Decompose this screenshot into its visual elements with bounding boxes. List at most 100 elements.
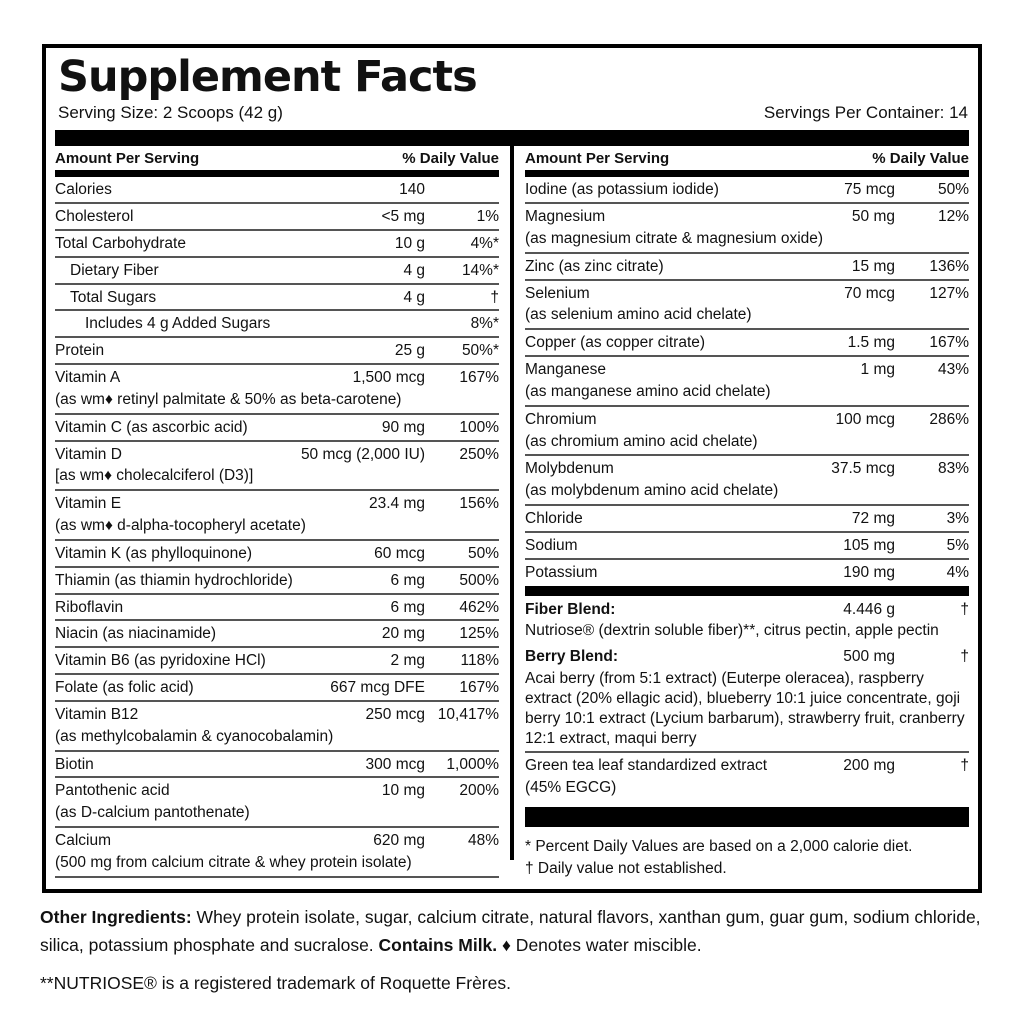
nutrient-amount: 25 g [394, 342, 425, 360]
footnote-line: † Daily value not established. [525, 860, 727, 878]
table-row: Thiamin (as thiamin hydrochloride) 6 mg 50… [55, 568, 499, 595]
nutrient-daily-value: † [490, 288, 499, 306]
nutrient-amount: 100 mcg [835, 410, 895, 428]
table-row-main: Vitamin B12 250 mcg 10,417% [55, 702, 499, 727]
table-row: Chromium 100 mcg 286% (as chromium amino ac… [525, 407, 969, 457]
nutrient-name: Thiamin (as thiamin hydrochloride) [55, 571, 293, 589]
nutrient-name: Iodine (as potassium iodide) [525, 181, 719, 199]
nutrient-daily-value: 83% [937, 460, 969, 478]
nutrient-daily-value: 5% [946, 536, 969, 554]
nutrient-daily-value: 43% [937, 361, 969, 379]
table-row-main: Magnesium 50 mg 12% [525, 204, 969, 229]
nutrient-amount: 140 [399, 181, 425, 199]
nutrient-amount: 60 mcg [374, 544, 425, 562]
nutrient-amount: 70 mcg [844, 284, 895, 302]
supplement-facts-panel: Supplement Facts Serving Size: 2 Scoops … [42, 44, 982, 893]
table-row: Vitamin K (as phylloquinone) 60 mcg 50% [55, 541, 499, 568]
nutrient-name: Protein [55, 342, 105, 360]
amount-per-serving-header: Amount Per Serving [525, 150, 670, 168]
table-row-main: Berry Blend: 500 mg † [525, 644, 969, 669]
nutrient-daily-value: 14%* [461, 261, 499, 279]
nutrient-name: Vitamin B6 (as pyridoxine HCl) [55, 652, 266, 670]
table-row: Green tea leaf standardized extract 200 m… [525, 753, 969, 801]
table-row: Copper (as copper citrate) 1.5 mg 167% [525, 330, 969, 358]
nutrient-name: Vitamin K (as phylloquinone) [55, 544, 253, 562]
nutrient-source-subtext: (as wm♦ d-alpha-tocopheryl acetate) [55, 517, 306, 535]
table-row: Magnesium 50 mg 12% (as magnesium citrate &… [525, 204, 969, 254]
nutrient-daily-value: 48% [467, 832, 499, 849]
nutrient-daily-value: 200% [459, 782, 499, 800]
nutrient-daily-value: 462% [459, 598, 499, 616]
nutrient-daily-value: 286% [929, 410, 969, 428]
facts-column-right: Amount Per Serving % Daily Value Iodine … [514, 146, 969, 877]
nutrient-amount: 90 mg [381, 418, 425, 436]
nutrient-amount: 105 mg [843, 536, 895, 554]
nutrient-name: Vitamin D [55, 445, 122, 463]
nutrient-daily-value: 136% [929, 257, 969, 275]
table-row: Dietary Fiber 4 g 14%* [55, 258, 499, 285]
nutrient-daily-value: 156% [459, 495, 499, 513]
rows-left: Calories 140 Cholesterol <5 mg 1% Total Carbo… [55, 177, 499, 878]
table-row: Niacin (as niacinamide) 20 mg 125% [55, 621, 499, 649]
nutrient-source-subtext: (as D-calcium pantothenate) [55, 804, 250, 822]
nutrient-amount: 50 mcg (2,000 IU) [300, 445, 425, 463]
nutrient-amount: 2 mg [390, 652, 425, 670]
nutrient-amount: 50 mg [851, 208, 895, 226]
panel-title: Supplement Facts [58, 52, 478, 102]
nutrient-source-subtext: (as molybdenum amino acid chelate) [525, 482, 779, 500]
table-row: Vitamin B12 250 mcg 10,417% (as methylcobal… [55, 702, 499, 752]
table-row-main: Dietary Fiber 4 g 14%* [55, 258, 499, 283]
table-row-main: Molybdenum 37.5 mcg 83% [525, 456, 969, 481]
nutrient-amount: 72 mg [851, 510, 895, 528]
table-row: Folate (as folic acid) 667 mcg DFE 167% [55, 675, 499, 702]
nutrient-name: Vitamin C (as ascorbic acid) [55, 418, 248, 436]
nutrient-amount: 500 mg [843, 648, 895, 666]
nutrient-source-subtext: (as wm♦ retinyl palmitate & 50% as beta-… [55, 390, 402, 408]
table-row: Molybdenum 37.5 mcg 83% (as molybdenum amin… [525, 456, 969, 507]
table-row: Zinc (as zinc citrate) 15 mg 136% [525, 254, 969, 281]
nutrient-daily-value: 50% [467, 544, 499, 562]
table-row: Iodine (as potassium iodide) 75 mcg 50% [525, 177, 969, 205]
other-ingredients-label: Other Ingredients: [40, 907, 192, 927]
table-row: Vitamin D 50 mcg (2,000 IU) 250% [as wm♦ ch… [55, 442, 499, 492]
daily-value-header: % Daily Value [402, 150, 499, 168]
nutrient-amount: 37.5 mcg [831, 460, 895, 478]
nutrient-amount: 6 mg [390, 598, 425, 616]
table-row-main: Total Carbohydrate 10 g 4%* [55, 231, 499, 256]
nutrient-amount: 300 mcg [365, 755, 425, 773]
table-row: Chloride 72 mg 3% [525, 506, 969, 533]
footnote-line: * Percent Daily Values are based on a 2,… [525, 838, 913, 855]
trademark-note: **NUTRIOSE® is a registered trademark of… [40, 972, 511, 993]
column-divider [510, 146, 514, 861]
serving-info-row: Serving Size: 2 Scoops (42 g) Servings P… [58, 103, 968, 130]
nutrient-daily-value: 250% [459, 445, 499, 463]
nutrient-name: Total Carbohydrate [55, 234, 186, 252]
table-row: Riboflavin 6 mg 462% [55, 595, 499, 622]
other-ingredients-text: Whey protein isolate, sugar, calcium cit… [40, 907, 981, 956]
table-row: Includes 4 g Added Sugars 8%* [55, 311, 499, 339]
table-row-main: Manganese 1 mg 43% [525, 357, 969, 382]
nutrient-source-subtext: (as magnesium citrate & magnesium oxide) [525, 229, 824, 247]
daily-value-header: % Daily Value [872, 150, 969, 168]
nutrient-amount: 10 g [394, 234, 425, 252]
nutrient-source-subtext: (as chromium amino acid chelate) [525, 432, 758, 450]
nutrient-name: Chloride [525, 510, 583, 528]
table-row-main: Niacin (as niacinamide) 20 mg 125% [55, 621, 499, 646]
table-row-main: Zinc (as zinc citrate) 15 mg 136% [525, 254, 969, 279]
nutrient-amount: 75 mcg [844, 181, 895, 199]
table-row: Calcium 620 mg 48% (500 mg from calcium cit… [55, 828, 499, 878]
table-row-main: Selenium 70 mcg 127% [525, 281, 969, 306]
nutrient-name: Molybdenum [525, 460, 614, 478]
nutrient-amount: 4 g [403, 261, 425, 279]
nutrient-amount: 10 mg [381, 782, 425, 800]
nutrient-source-subtext: Nutriose® (dextrin soluble fiber)**, cit… [525, 622, 939, 640]
nutrient-daily-value: 8%* [470, 315, 499, 333]
nutrient-source-subtext: [as wm♦ cholecalciferol (D3)] [55, 467, 254, 485]
table-row-main: Copper (as copper citrate) 1.5 mg 167% [525, 330, 969, 355]
label-footer-notes: Other Ingredients: Whey protein isolate,… [40, 903, 988, 997]
table-row-main: Vitamin D 50 mcg (2,000 IU) 250% [55, 442, 499, 467]
separator-bar [525, 807, 969, 827]
water-miscible-note: ♦ Denotes water miscible. [497, 935, 702, 956]
nutrient-daily-value: † [960, 600, 969, 618]
table-row: Fiber Blend: 4.446 g † Nutriose® (dextrin s… [525, 597, 969, 645]
